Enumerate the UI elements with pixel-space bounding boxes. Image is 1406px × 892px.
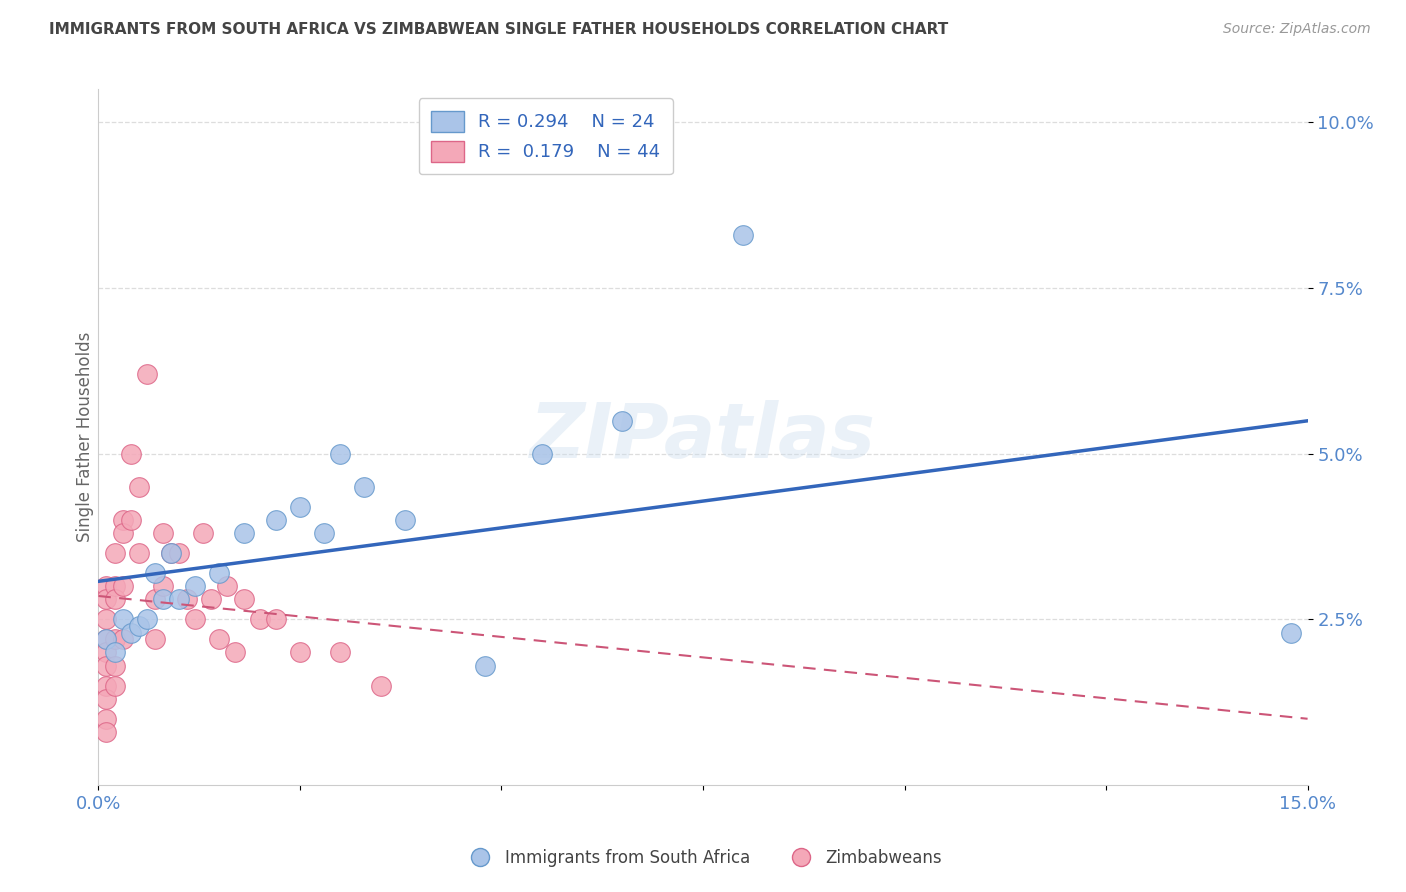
Point [128,546,150,560]
Point [193,526,215,541]
Point [96,579,118,593]
Point [160,546,183,560]
Point [353,480,375,494]
Point [96,632,118,647]
Legend: Immigrants from South Africa, Zimbabweans: Immigrants from South Africa, Zimbabwean… [457,842,949,873]
Point [530,447,553,461]
Point [135,367,157,381]
Point [217,579,239,593]
Point [111,526,134,541]
Point [264,513,287,527]
Point [96,592,118,607]
Point [96,679,118,693]
Point [96,612,118,626]
Point [128,619,150,633]
Point [103,658,125,673]
Point [474,658,496,673]
Point [184,612,207,626]
Point [120,513,142,527]
Point [232,526,254,541]
Point [167,592,190,607]
Point [96,645,118,659]
Point [120,625,142,640]
Point [135,612,157,626]
Point [111,612,134,626]
Y-axis label: Single Father Households: Single Father Households [76,332,94,542]
Point [96,725,118,739]
Point [103,645,125,659]
Point [103,592,125,607]
Point [167,546,190,560]
Point [208,566,231,580]
Point [120,447,142,461]
Point [394,513,416,527]
Text: Source: ZipAtlas.com: Source: ZipAtlas.com [1223,22,1371,37]
Point [152,526,174,541]
Point [288,645,311,659]
Point [96,658,118,673]
Point [128,480,150,494]
Point [111,579,134,593]
Point [143,592,166,607]
Point [143,566,166,580]
Point [249,612,271,626]
Point [184,579,207,593]
Point [1281,625,1303,640]
Point [612,413,634,427]
Point [111,513,134,527]
Point [370,679,392,693]
Point [111,632,134,647]
Point [152,592,174,607]
Point [314,526,336,541]
Point [288,500,311,514]
Point [208,632,231,647]
Point [160,546,183,560]
Point [103,546,125,560]
Point [733,227,755,242]
Point [96,691,118,706]
Point [103,679,125,693]
Point [96,632,118,647]
Point [103,579,125,593]
Point [143,632,166,647]
Point [232,592,254,607]
Point [329,645,352,659]
Point [224,645,246,659]
Point [103,632,125,647]
Point [152,579,174,593]
Text: IMMIGRANTS FROM SOUTH AFRICA VS ZIMBABWEAN SINGLE FATHER HOUSEHOLDS CORRELATION : IMMIGRANTS FROM SOUTH AFRICA VS ZIMBABWE… [49,22,949,37]
Point [329,447,352,461]
Point [176,592,198,607]
Point [96,712,118,726]
Point [200,592,222,607]
Point [264,612,287,626]
Text: ZIPatlas: ZIPatlas [530,401,876,474]
